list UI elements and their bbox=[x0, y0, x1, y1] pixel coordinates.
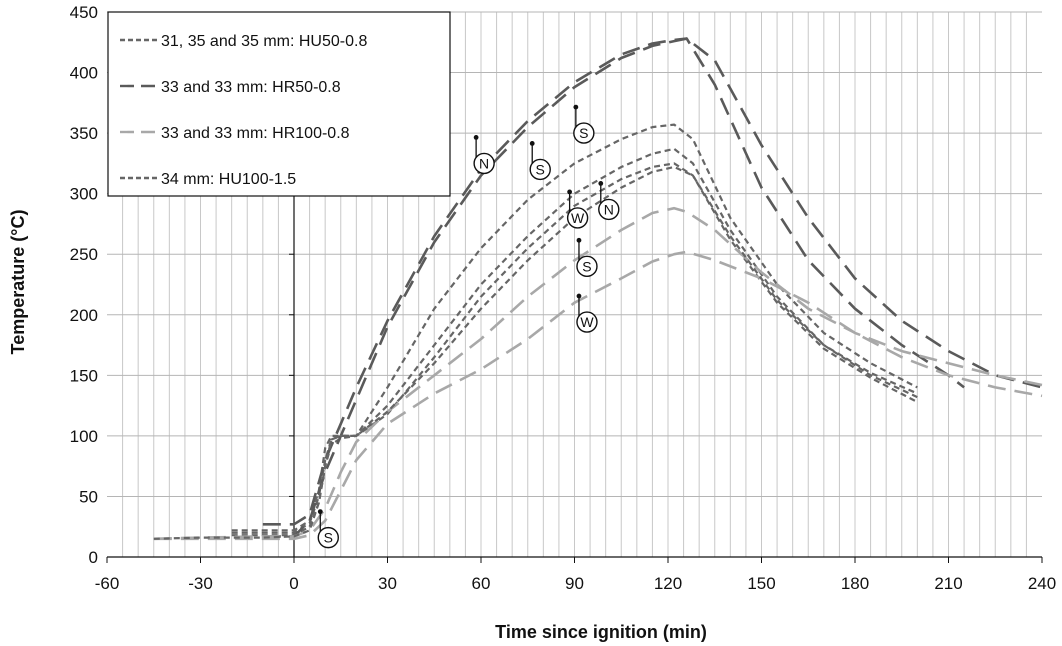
series-line bbox=[231, 123, 918, 532]
annotation-circle bbox=[573, 122, 595, 144]
y-tick-label: 350 bbox=[70, 124, 98, 143]
y-tick-label: 0 bbox=[89, 548, 98, 567]
series-line bbox=[231, 147, 918, 534]
x-tick-label: 120 bbox=[654, 574, 682, 593]
annotation-dot bbox=[529, 141, 535, 146]
series-group bbox=[153, 37, 1043, 541]
x-tick-label: 90 bbox=[565, 574, 584, 593]
y-tick-label: 300 bbox=[70, 185, 98, 204]
legend-label: 33 and 33 mm: HR100-0.8 bbox=[161, 125, 350, 142]
annotation-circle bbox=[566, 207, 589, 229]
annotation-circle bbox=[317, 526, 339, 549]
legend: 31, 35 and 35 mm: HU50-0.8 33 and 33 mm: … bbox=[107, 11, 451, 197]
y-tick-label: 400 bbox=[70, 64, 98, 83]
tick-labels: -60 -30 0 30 60 90 120 150 180 210 240 0 50 100 150 200… bbox=[70, 3, 1057, 593]
annotation-dot bbox=[567, 189, 573, 195]
annotation-label: N bbox=[604, 201, 614, 217]
y-tick-label: 100 bbox=[70, 427, 98, 446]
series-line bbox=[153, 206, 1043, 541]
y-axis-title: Temperature (°C) bbox=[8, 210, 28, 355]
series-line bbox=[153, 250, 1043, 541]
x-tick-label: 30 bbox=[378, 574, 397, 593]
y-tick-label: 450 bbox=[70, 3, 98, 22]
x-tick-label: 0 bbox=[289, 574, 298, 593]
y-tick-label: 50 bbox=[79, 487, 98, 506]
annotation-label: W bbox=[580, 314, 594, 330]
annotation-label: N bbox=[479, 155, 489, 171]
annotation-dot bbox=[573, 104, 579, 110]
series-line bbox=[262, 37, 965, 526]
annotation-label: W bbox=[571, 210, 585, 226]
annotation-dot bbox=[473, 134, 479, 140]
annotation-group: N S S W N S W S bbox=[317, 104, 620, 549]
annotation-label: S bbox=[324, 530, 333, 546]
y-tick-label: 250 bbox=[70, 245, 98, 264]
annotation-circle bbox=[576, 311, 598, 333]
y-tick-label: 150 bbox=[70, 366, 98, 385]
x-tick-label: 150 bbox=[747, 574, 775, 593]
annotation-label: S bbox=[582, 258, 591, 274]
legend-label: 31, 35 and 35 mm: HU50-0.8 bbox=[161, 33, 367, 50]
annotation-dot bbox=[317, 509, 323, 515]
y-tick-label: 200 bbox=[70, 306, 98, 325]
x-tick-label: -60 bbox=[95, 574, 120, 593]
x-tick-label: -30 bbox=[188, 574, 213, 593]
annotation-label: S bbox=[579, 125, 588, 141]
annotation-label: S bbox=[536, 161, 545, 177]
annotation-circle bbox=[598, 198, 620, 221]
x-axis-title: Time since ignition (min) bbox=[495, 622, 707, 642]
series-line bbox=[262, 37, 1043, 538]
annotation-circle bbox=[473, 152, 495, 175]
annotation-dot bbox=[598, 181, 604, 186]
x-tick-label: 180 bbox=[841, 574, 869, 593]
series-line bbox=[153, 165, 918, 540]
x-tick-label: 210 bbox=[934, 574, 962, 593]
legend-label: 33 and 33 mm: HR50-0.8 bbox=[161, 79, 341, 96]
annotation-circle bbox=[576, 255, 598, 278]
x-tick-label: 240 bbox=[1028, 574, 1056, 593]
x-tick-label: 60 bbox=[472, 574, 491, 593]
annotation-dot bbox=[576, 293, 582, 299]
annotation-circle bbox=[529, 158, 551, 181]
legend-box bbox=[107, 11, 451, 197]
legend-label: 34 mm: HU100-1.5 bbox=[161, 171, 296, 188]
annotation-dot bbox=[576, 237, 582, 243]
